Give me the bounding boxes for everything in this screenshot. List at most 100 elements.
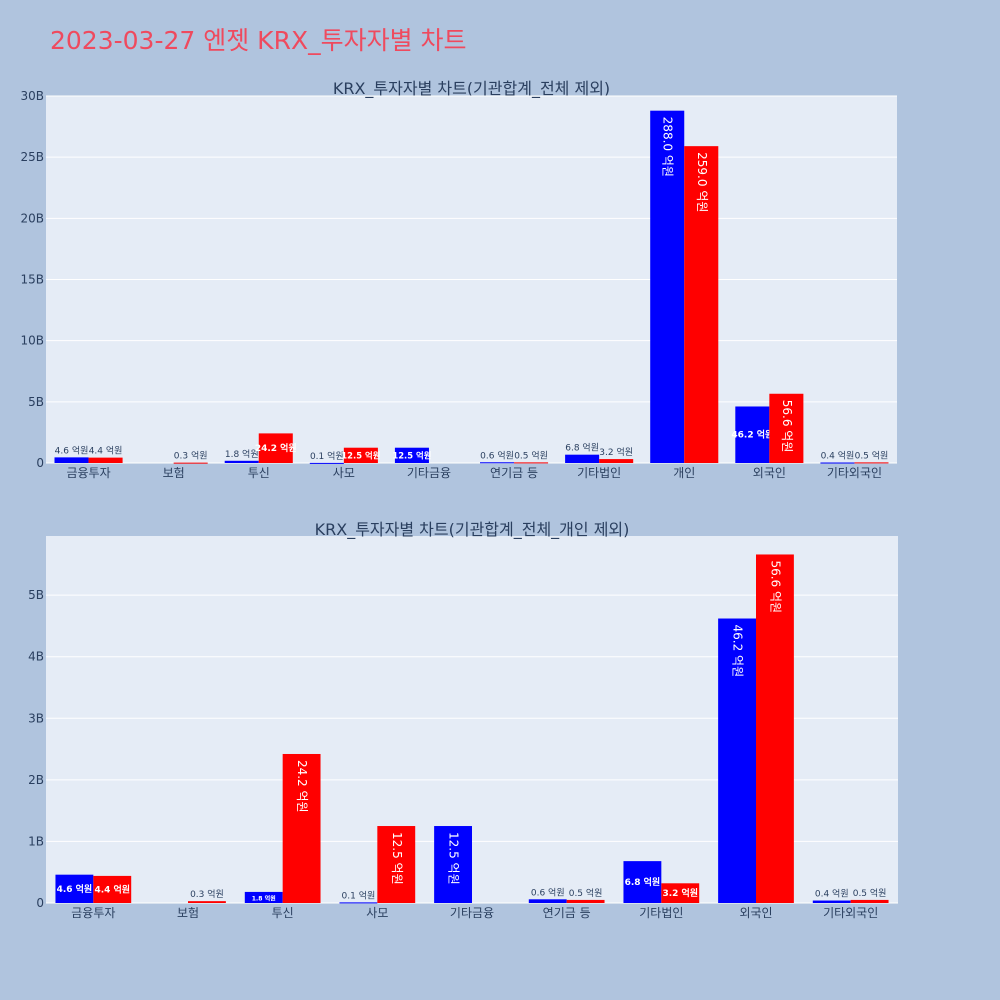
y-tick-label: 10B (20, 334, 44, 348)
data-label: 12.5 억원 (390, 832, 404, 885)
chart-krx-excluding-institutions: KRX_투자자별 차트(기관합계_전체 제외) 0 5B 10B 15B 20B 25B 30… (20, 79, 897, 480)
y-tick-label: 25B (20, 150, 44, 164)
data-label: 46.2 억원 (731, 625, 745, 678)
data-label: 288.0 억원 (661, 117, 675, 177)
x-tick-label: 보험 (163, 466, 185, 480)
x-tick-label: 기타법인 (639, 906, 683, 920)
bar-blue (339, 902, 378, 904)
data-label: 56.6 억원 (768, 560, 782, 613)
bar-red (173, 462, 208, 464)
bar-blue (309, 462, 344, 464)
data-label: 0.3 억원 (190, 888, 224, 900)
bar-blue (394, 447, 429, 463)
y-tick-label: 1B (28, 834, 44, 848)
x-tick-label: 보험 (177, 906, 199, 920)
x-tick-label: 기타외국인 (823, 906, 878, 920)
data-label: 3.2 억원 (662, 887, 698, 899)
page-title: 2023-03-27 엔젯 KRX_투자자별 차트 (50, 26, 467, 55)
data-label: 0.4 억원 (815, 888, 849, 900)
data-label: 6.8 억원 (565, 442, 599, 454)
data-label: 0.5 억원 (569, 887, 603, 899)
x-tick-label: 기타외국인 (827, 466, 882, 480)
x-tick-label: 사모 (333, 466, 355, 480)
bar-blue (224, 460, 259, 463)
data-label: 0.1 억원 (310, 450, 344, 462)
data-label: 259.0 억원 (695, 152, 709, 212)
bar-blue (565, 454, 600, 463)
y-tick-label: 3B (28, 711, 44, 725)
y-tick-label: 0 (36, 456, 44, 470)
y-tick-label: 5B (28, 395, 44, 409)
x-tick-label: 기타법인 (577, 466, 621, 480)
chart-krx-excluding-institutions-and-individuals: KRX_투자자별 차트(기관합계_전체_개인 제외) 0 1B 2B 3B 4B 5B 금융투… (28, 520, 898, 920)
data-label: 4.4 억원 (89, 445, 123, 457)
data-label: 0.5 억원 (853, 887, 887, 899)
x-tick-label: 외국인 (739, 906, 772, 920)
bar-red (684, 146, 719, 463)
bar-blue (244, 891, 283, 903)
bar-blue (735, 406, 770, 463)
x-tick-label: 금융투자 (66, 466, 110, 480)
bar-blue (434, 826, 472, 903)
data-label: 12.5 억원 (341, 450, 380, 460)
x-tick-label: 금융투자 (71, 906, 115, 920)
bar-red (343, 447, 378, 463)
chart-title: KRX_투자자별 차트(기관합계_전체 제외) (333, 79, 610, 99)
data-label: 0.3 억원 (174, 450, 208, 462)
bar-red (769, 393, 804, 463)
bar-red (599, 459, 634, 463)
bar-red (258, 433, 293, 463)
x-tick-label: 개인 (673, 466, 695, 480)
bar-blue (812, 900, 851, 903)
data-label: 0.6 억원 (480, 449, 514, 461)
bar-blue (650, 110, 685, 464)
bar-red (756, 554, 794, 903)
bar-red (854, 462, 889, 464)
bar-blue (820, 462, 855, 464)
data-label: 46.2 억원 (731, 429, 773, 441)
data-label: 0.5 억원 (514, 449, 548, 461)
data-label: 24.2 억원 (295, 760, 309, 813)
bar-red (282, 753, 321, 903)
bar-red (188, 901, 226, 903)
data-label: 0.4 억원 (821, 450, 855, 462)
bar-red (88, 457, 123, 463)
y-tick-label: 2B (28, 773, 44, 787)
bar-blue (54, 457, 89, 463)
data-label: 4.4 억원 (94, 883, 130, 895)
y-tick-label: 5B (28, 588, 44, 602)
x-tick-label: 투신 (272, 906, 294, 920)
data-label: 3.2 억원 (599, 446, 633, 458)
data-label: 4.6 억원 (57, 883, 93, 895)
data-label: 56.6 억원 (780, 400, 794, 453)
bar-blue (480, 462, 515, 464)
bar-red (93, 875, 132, 903)
x-tick-label: 기타금융 (450, 906, 494, 920)
data-label: 4.6 억원 (55, 444, 89, 456)
data-label: 24.2 억원 (255, 442, 297, 454)
bar-red (566, 899, 605, 903)
data-label: 0.6 억원 (531, 886, 565, 898)
data-label: 0.5 억원 (855, 449, 889, 461)
bar-red (377, 826, 416, 903)
bar-blue (55, 874, 94, 903)
data-label: 1.8 억원 (225, 448, 259, 460)
y-tick-label: 30B (20, 89, 44, 103)
chart-title: KRX_투자자별 차트(기관합계_전체_개인 제외) (315, 520, 630, 540)
bar-blue (718, 618, 756, 903)
data-label: 0.1 억원 (342, 889, 376, 901)
bar-blue (623, 861, 662, 903)
y-tick-label: 0 (36, 896, 44, 910)
bar-red (661, 883, 700, 903)
bar-red (850, 899, 889, 903)
x-tick-label: 연기금 등 (490, 466, 538, 480)
x-tick-label: 연기금 등 (543, 906, 591, 920)
data-label: 12.5 억원 (392, 450, 431, 460)
y-tick-label: 4B (28, 650, 44, 664)
x-tick-label: 사모 (366, 906, 388, 920)
x-tick-label: 투신 (248, 466, 270, 480)
y-tick-label: 20B (20, 211, 44, 225)
y-tick-label: 15B (20, 273, 44, 287)
bar-red (514, 462, 549, 464)
